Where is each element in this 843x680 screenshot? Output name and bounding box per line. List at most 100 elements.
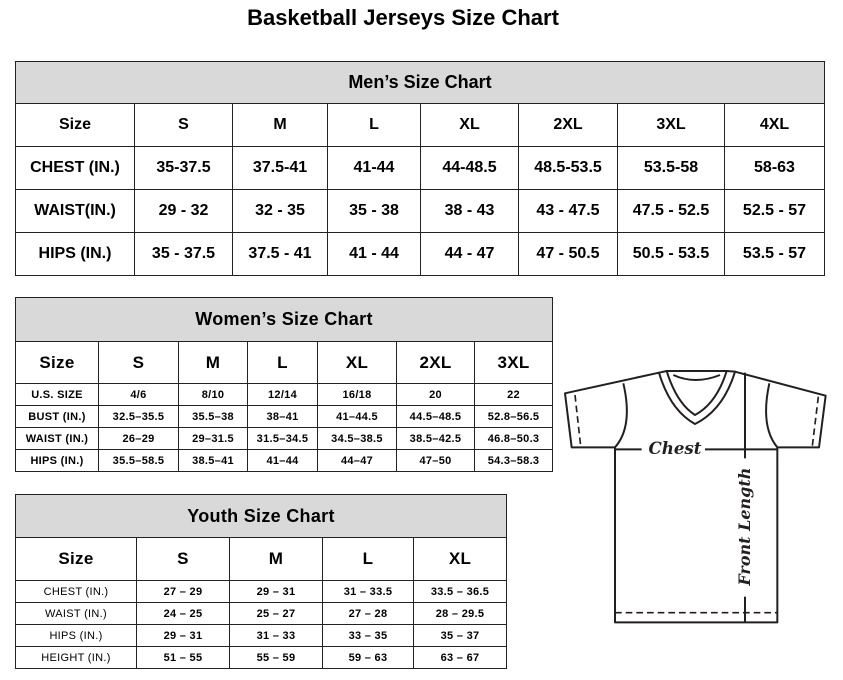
row-label: HEIGHT (IN.) — [15, 646, 137, 669]
header-cell: 3XL — [617, 103, 725, 147]
mens-size-chart: Men’s Size Chart Size S M L XL 2XL 3XL 4XL CHEST … — [15, 61, 825, 276]
header-cell: M — [178, 341, 248, 384]
table-cell: 31 – 33 — [229, 624, 323, 647]
chart-caption: Men’s Size Chart — [15, 61, 825, 104]
table-cell: 53.5 - 57 — [724, 232, 825, 276]
header-cell: L — [327, 103, 421, 147]
header-cell: 2XL — [518, 103, 618, 147]
chest-label: Chest — [648, 438, 701, 458]
header-row: Size S M L XL 2XL 3XL — [15, 341, 554, 384]
table-cell: 35.5–38 — [178, 405, 248, 428]
header-cell: M — [229, 537, 323, 581]
header-cell: S — [136, 537, 230, 581]
table-row: WAIST (IN.) 24 – 25 25 – 27 27 – 28 28 – 29.… — [15, 602, 508, 625]
table-cell: 4/6 — [98, 383, 179, 406]
header-cell: M — [232, 103, 328, 147]
table-cell: 29 – 31 — [229, 580, 323, 603]
table-cell: 8/10 — [178, 383, 248, 406]
table-cell: 26–29 — [98, 427, 179, 450]
table-cell: 41–44.5 — [317, 405, 397, 428]
table-cell: 44 - 47 — [420, 232, 519, 276]
row-label: BUST (IN.) — [15, 405, 99, 428]
table-cell: 35 - 37.5 — [134, 232, 233, 276]
header-cell: S — [98, 341, 179, 384]
header-cell: XL — [420, 103, 519, 147]
header-row: Size S M L XL — [15, 537, 508, 581]
header-cell: L — [322, 537, 414, 581]
header-cell: Size — [15, 537, 137, 581]
row-label: HIPS (IN.) — [15, 624, 137, 647]
table-cell: 41-44 — [327, 146, 421, 190]
table-cell: 51 – 55 — [136, 646, 230, 669]
table-row: CHEST (IN.) 35-37.5 37.5-41 41-44 44-48.5 48.… — [15, 146, 825, 190]
table-cell: 38.5–41 — [178, 449, 248, 472]
table-cell: 38–41 — [247, 405, 318, 428]
table-cell: 50.5 - 53.5 — [617, 232, 725, 276]
table-cell: 46.8–50.3 — [473, 427, 554, 450]
table-cell: 33.5 – 36.5 — [412, 580, 508, 603]
table-row: U.S. SIZE 4/6 8/10 12/14 16/18 20 22 — [15, 383, 554, 406]
header-cell: Size — [15, 341, 99, 384]
table-row: HIPS (IN.) 35.5–58.5 38.5–41 41–44 44–47 47–5… — [15, 449, 554, 472]
youth-size-chart: Youth Size Chart Size S M L XL CHEST (IN.) 27 –… — [14, 494, 508, 669]
table-cell: 55 – 59 — [229, 646, 323, 669]
chart-caption: Youth Size Chart — [14, 494, 508, 538]
table-cell: 37.5-41 — [232, 146, 328, 190]
front-length-label: Front Length — [735, 468, 754, 587]
row-label: WAIST (IN.) — [15, 602, 137, 625]
table-cell: 37.5 - 41 — [232, 232, 328, 276]
table-cell: 53.5-58 — [617, 146, 725, 190]
table-cell: 48.5-53.5 — [518, 146, 618, 190]
header-row: Size S M L XL 2XL 3XL 4XL — [15, 103, 825, 147]
table-row: HEIGHT (IN.) 51 – 55 55 – 59 59 – 63 63 – 67 — [15, 646, 508, 669]
header-cell: L — [247, 341, 318, 384]
table-cell: 59 – 63 — [322, 646, 414, 669]
table-cell: 32 - 35 — [232, 189, 328, 233]
table-cell: 12/14 — [247, 383, 318, 406]
table-cell: 34.5–38.5 — [317, 427, 397, 450]
table-cell: 31.5–34.5 — [247, 427, 318, 450]
table-cell: 32.5–35.5 — [98, 405, 179, 428]
table-cell: 28 – 29.5 — [412, 602, 508, 625]
table-cell: 25 – 27 — [229, 602, 323, 625]
chart-caption: Women’s Size Chart — [14, 297, 554, 342]
caption-row: Men’s Size Chart — [15, 61, 825, 104]
row-label: U.S. SIZE — [15, 383, 99, 406]
table-cell: 16/18 — [317, 383, 397, 406]
table-cell: 58-63 — [724, 146, 825, 190]
table-row: WAIST(IN.) 29 - 32 32 - 35 35 - 38 38 - 43 43… — [15, 189, 825, 233]
table-cell: 33 – 35 — [322, 624, 414, 647]
header-cell: S — [134, 103, 233, 147]
table-cell: 41–44 — [247, 449, 318, 472]
table-cell: 47–50 — [396, 449, 475, 472]
table-cell: 44–47 — [317, 449, 397, 472]
header-cell: 2XL — [396, 341, 475, 384]
table-cell: 35-37.5 — [134, 146, 233, 190]
header-cell: XL — [317, 341, 397, 384]
table-row: BUST (IN.) 32.5–35.5 35.5–38 38–41 41–44.5 44… — [15, 405, 554, 428]
row-label: HIPS (IN.) — [15, 232, 135, 276]
table-row: CHEST (IN.) 27 – 29 29 – 31 31 – 33.5 33.5 –… — [15, 580, 508, 603]
table-cell: 63 – 67 — [412, 646, 508, 669]
page-title: Basketball Jerseys Size Chart — [247, 5, 559, 30]
table-cell: 22 — [473, 383, 554, 406]
table-row: WAIST (IN.) 26–29 29–31.5 31.5–34.5 34.5–38.… — [15, 427, 554, 450]
table-cell: 20 — [396, 383, 475, 406]
row-label: WAIST (IN.) — [15, 427, 99, 450]
row-label: CHEST (IN.) — [15, 580, 137, 603]
table-cell: 29 – 31 — [136, 624, 230, 647]
header-cell: 3XL — [473, 341, 554, 384]
table-cell: 35.5–58.5 — [98, 449, 179, 472]
row-label: CHEST (IN.) — [15, 146, 135, 190]
header-cell: XL — [412, 537, 508, 581]
table-cell: 27 – 29 — [136, 580, 230, 603]
table-cell: 44-48.5 — [420, 146, 519, 190]
table-cell: 44.5–48.5 — [396, 405, 475, 428]
table-row: HIPS (IN.) 29 – 31 31 – 33 33 – 35 35 – 37 — [15, 624, 508, 647]
table-cell: 52.5 - 57 — [724, 189, 825, 233]
header-cell: 4XL — [724, 103, 825, 147]
table-cell: 43 - 47.5 — [518, 189, 618, 233]
womens-size-chart: Women’s Size Chart Size S M L XL 2XL 3XL U.S. SI… — [14, 297, 554, 472]
table-cell: 47.5 - 52.5 — [617, 189, 725, 233]
caption-row: Youth Size Chart — [14, 494, 508, 538]
